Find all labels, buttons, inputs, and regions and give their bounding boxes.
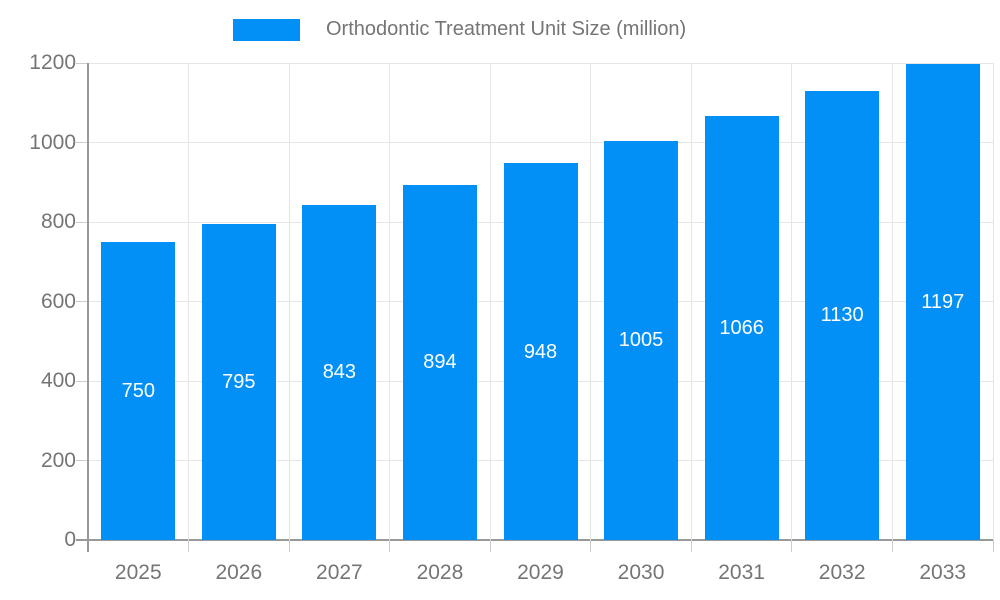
x-gridline <box>690 63 692 540</box>
bar[interactable] <box>503 163 578 540</box>
y-axis-tick <box>76 142 88 143</box>
y-axis-tick <box>76 301 88 302</box>
bar-value-label: 948 <box>523 340 558 363</box>
x-axis-tick <box>891 540 893 552</box>
bar[interactable] <box>805 90 880 540</box>
x-axis-tick-label: 2027 <box>316 561 363 584</box>
bar-value-label: 894 <box>423 351 457 374</box>
y-axis-tick-label: 600 <box>40 289 76 313</box>
x-axis-tick <box>188 540 190 552</box>
y-axis-line <box>87 63 89 552</box>
x-axis-tick <box>791 540 793 552</box>
x-axis-tick-label: 2030 <box>617 561 665 584</box>
legend-swatch <box>233 18 300 41</box>
y-axis-tick-label: 200 <box>40 448 76 472</box>
bar[interactable] <box>201 223 276 540</box>
x-gridline <box>791 63 793 540</box>
x-axis-tick-label: 2032 <box>818 561 866 584</box>
bar[interactable] <box>905 64 980 540</box>
bar-value-label: 1197 <box>921 291 965 314</box>
y-gridline <box>88 539 993 541</box>
bar-value-label: 1005 <box>618 329 664 352</box>
bar-value-label: 795 <box>222 370 256 393</box>
y-axis-tick <box>76 221 88 223</box>
x-axis-tick-label: 2026 <box>215 561 263 584</box>
x-axis-tick-label: 2031 <box>718 561 765 584</box>
x-gridline <box>992 63 994 540</box>
y-axis-tick <box>76 62 88 64</box>
bar[interactable] <box>604 140 679 540</box>
x-axis-tick-label: 2029 <box>517 561 564 584</box>
x-axis-tick <box>992 540 994 552</box>
x-gridline <box>489 63 491 540</box>
x-gridline <box>590 63 592 540</box>
x-axis-tick <box>690 540 692 552</box>
bar[interactable] <box>402 184 477 540</box>
x-axis-tick <box>489 540 491 552</box>
bar[interactable] <box>704 116 779 540</box>
y-axis-tick-label: 800 <box>40 210 76 233</box>
legend-item[interactable]: Orthodontic Treatment Unit Size (million… <box>233 18 686 41</box>
y-axis-tick <box>76 539 88 541</box>
legend-label: Orthodontic Treatment Unit Size (million… <box>326 18 687 40</box>
x-axis-tick-label: 2033 <box>919 561 967 584</box>
bar-value-label: 1066 <box>719 317 764 340</box>
y-axis-tick-label: 1000 <box>29 130 76 154</box>
x-axis-tick <box>389 540 391 552</box>
y-axis-tick-label: 0 <box>64 528 76 551</box>
x-axis-tick-label: 2025 <box>114 561 162 584</box>
x-gridline <box>288 63 290 540</box>
bar-value-label: 750 <box>121 379 155 402</box>
x-gridline <box>188 63 190 540</box>
y-gridline <box>88 62 993 64</box>
bar[interactable] <box>101 241 176 540</box>
bar-value-label: 843 <box>322 361 357 384</box>
x-axis-tick-label: 2028 <box>416 561 464 584</box>
bar[interactable] <box>302 204 377 540</box>
x-axis-tick <box>288 540 290 552</box>
y-gridline <box>88 142 993 143</box>
x-gridline <box>389 63 391 540</box>
y-axis-tick <box>76 380 88 382</box>
bar-value-label: 1130 <box>820 304 864 327</box>
x-gridline <box>891 63 893 540</box>
y-axis-tick-label: 1200 <box>29 51 76 74</box>
y-axis-tick-label: 400 <box>40 369 76 392</box>
y-axis-tick <box>76 460 88 461</box>
x-axis-tick <box>590 540 592 552</box>
